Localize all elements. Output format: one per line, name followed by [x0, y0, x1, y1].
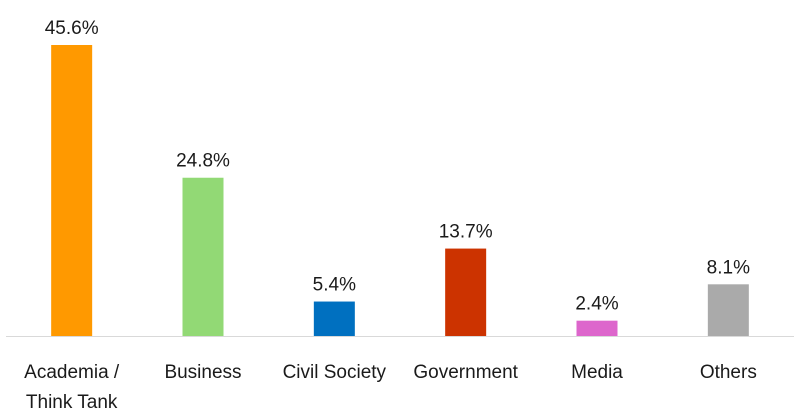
category-label-1: Business	[164, 362, 241, 383]
category-label-4: Media	[571, 362, 623, 383]
bar-3	[445, 248, 487, 336]
value-label-0: 45.6%	[45, 18, 99, 39]
value-label-2: 5.4%	[313, 275, 356, 296]
bar-5	[707, 284, 749, 336]
bar-2	[313, 301, 355, 336]
bar-1	[182, 177, 224, 336]
category-label-3: Government	[413, 362, 518, 383]
bar-0	[51, 45, 93, 336]
value-label-4: 2.4%	[575, 294, 618, 315]
value-labels-group: 45.6% 24.8% 5.4% 13.7% 2.4% 8.1%	[45, 18, 750, 315]
category-label-2: Civil Society	[283, 362, 387, 383]
category-label-0: Academia / Think Tank	[24, 362, 120, 413]
bars-group	[51, 45, 749, 336]
category-label-5: Others	[700, 362, 757, 383]
value-label-3: 13.7%	[439, 222, 493, 243]
bar-4	[576, 320, 618, 336]
category-labels-group: Academia / Think Tank Business Civil Societ…	[24, 362, 757, 413]
value-label-1: 24.8%	[176, 151, 230, 172]
value-label-5: 8.1%	[707, 257, 750, 278]
